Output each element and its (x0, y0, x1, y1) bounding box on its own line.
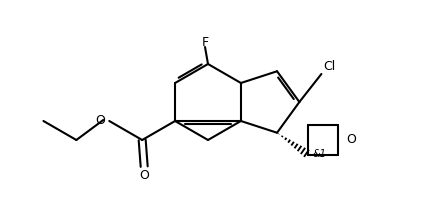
Text: &1: &1 (311, 148, 326, 159)
Text: O: O (95, 113, 105, 126)
Text: F: F (201, 35, 208, 49)
Text: O: O (345, 133, 355, 146)
Text: O: O (139, 169, 149, 182)
Text: Cl: Cl (322, 59, 335, 72)
